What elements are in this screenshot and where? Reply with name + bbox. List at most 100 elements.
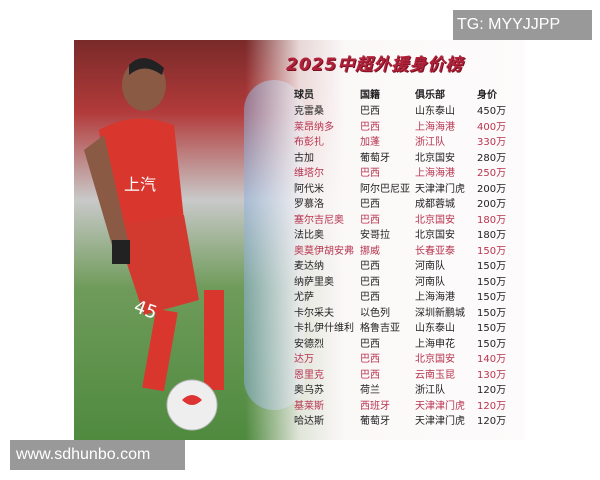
table-row: 恩里克 巴西 云南玉昆 130万 — [74, 366, 525, 381]
cell-player: 卡尔采夫 — [294, 307, 334, 319]
cell-value: 400万 — [477, 121, 507, 133]
cell-club: 深圳新鹏城 — [415, 307, 465, 319]
cell-value: 280万 — [477, 152, 507, 164]
table-row: 罗慕洛 巴西 成都蓉城 200万 — [74, 195, 525, 210]
table-row: 达万 巴西 北京国安 140万 — [74, 350, 525, 365]
cell-club: 成都蓉城 — [415, 199, 455, 210]
cell-nation: 巴西 — [360, 121, 380, 133]
table-row: 卡扎伊什维利 格鲁吉亚 山东泰山 150万 — [74, 319, 525, 334]
table-row: 塞尔吉尼奥 巴西 北京国安 180万 — [74, 211, 525, 226]
cell-player: 尤萨 — [294, 292, 314, 303]
cell-player: 维塔尔 — [294, 168, 324, 179]
cell-club: 上海申花 — [415, 338, 455, 350]
cell-value: 120万 — [477, 400, 507, 412]
cell-nation: 巴西 — [360, 168, 380, 179]
cell-player: 纳萨里奥 — [294, 276, 334, 288]
cell-nation: 西班牙 — [360, 400, 390, 412]
cell-nation: 葡萄牙 — [360, 416, 390, 427]
header-player: 球员 — [294, 90, 314, 101]
table-row: 奥莫伊胡安弗 挪威 长春亚泰 150万 — [74, 242, 525, 257]
cell-value: 180万 — [477, 214, 507, 226]
cell-club: 北京国安 — [415, 152, 455, 164]
cell-player: 麦达纳 — [294, 261, 324, 272]
cell-value: 250万 — [477, 168, 507, 179]
cell-player: 奥乌苏 — [294, 385, 324, 396]
cell-club: 云南玉昆 — [415, 369, 455, 381]
cell-value: 120万 — [477, 416, 507, 427]
cell-nation: 巴西 — [360, 338, 380, 350]
cell-value: 450万 — [477, 106, 507, 117]
cell-nation: 安哥拉 — [360, 230, 390, 241]
cell-nation: 巴西 — [360, 354, 380, 365]
fade-overlay — [74, 40, 525, 440]
cell-player: 达万 — [294, 354, 314, 365]
cell-value: 150万 — [477, 323, 507, 334]
cell-club: 北京国安 — [415, 354, 455, 365]
cell-value: 150万 — [477, 292, 507, 303]
cell-club: 上海海港 — [415, 121, 455, 133]
table-row: 克雷桑 巴西 山东泰山 450万 — [74, 102, 525, 117]
table-header: 球员 国籍 俱乐部 身价 — [74, 86, 525, 101]
cell-club: 天津津门虎 — [415, 400, 465, 412]
cell-nation: 阿尔巴尼亚 — [360, 183, 410, 195]
cell-club: 北京国安 — [415, 230, 455, 241]
table-row: 布彭扎 加蓬 浙江队 330万 — [74, 133, 525, 148]
cell-nation: 巴西 — [360, 369, 380, 381]
cell-player: 克雷桑 — [294, 106, 324, 117]
cell-value: 150万 — [477, 338, 507, 350]
cell-club: 北京国安 — [415, 214, 455, 226]
cell-value: 130万 — [477, 369, 507, 381]
cell-club: 上海海港 — [415, 168, 455, 179]
cell-club: 河南队 — [415, 276, 445, 288]
table-row: 卡尔采夫 以色列 深圳新鹏城 150万 — [74, 304, 525, 319]
cell-value: 200万 — [477, 183, 507, 195]
table-row: 阿代米 阿尔巴尼亚 天津津门虎 200万 — [74, 180, 525, 195]
poster-title: 2025中超外援身价榜 — [286, 55, 464, 75]
cell-club: 河南队 — [415, 261, 445, 272]
cell-nation: 巴西 — [360, 261, 380, 272]
cell-player: 基莱斯 — [294, 400, 324, 412]
cell-nation: 巴西 — [360, 276, 380, 288]
cell-value: 150万 — [477, 245, 507, 257]
header-nation: 国籍 — [360, 90, 380, 101]
cell-value: 150万 — [477, 276, 507, 288]
table-row: 纳萨里奥 巴西 河南队 150万 — [74, 273, 525, 288]
cell-nation: 加蓬 — [360, 137, 380, 148]
cell-nation: 挪威 — [360, 245, 380, 257]
header-value: 身价 — [477, 90, 497, 101]
cell-club: 山东泰山 — [415, 323, 455, 334]
cell-player: 罗慕洛 — [294, 199, 324, 210]
cell-value: 180万 — [477, 230, 507, 241]
cell-player: 塞尔吉尼奥 — [294, 214, 344, 226]
table-row: 莱昂纳多 巴西 上海海港 400万 — [74, 118, 525, 133]
cell-value: 200万 — [477, 199, 507, 210]
cell-club: 上海海港 — [415, 292, 455, 303]
table-row: 哈达斯 葡萄牙 天津津门虎 120万 — [74, 412, 525, 427]
cell-nation: 巴西 — [360, 106, 380, 117]
cell-nation: 巴西 — [360, 199, 380, 210]
cell-player: 布彭扎 — [294, 137, 324, 148]
cell-club: 天津津门虎 — [415, 416, 465, 427]
cell-player: 卡扎伊什维利 — [294, 323, 354, 334]
table-row: 法比奥 安哥拉 北京国安 180万 — [74, 226, 525, 241]
table-row: 安德烈 巴西 上海申花 150万 — [74, 335, 525, 350]
cell-player: 莱昂纳多 — [294, 121, 334, 133]
cell-nation: 巴西 — [360, 292, 380, 303]
header-club: 俱乐部 — [415, 90, 445, 101]
cell-nation: 以色列 — [360, 307, 390, 319]
table-row: 古加 葡萄牙 北京国安 280万 — [74, 149, 525, 164]
cell-nation: 荷兰 — [360, 385, 380, 396]
cell-player: 古加 — [294, 152, 314, 164]
cell-nation: 巴西 — [360, 214, 380, 226]
cell-value: 150万 — [477, 261, 507, 272]
cell-player: 法比奥 — [294, 230, 324, 241]
cell-club: 浙江队 — [415, 385, 445, 396]
cell-club: 浙江队 — [415, 137, 445, 148]
table-row: 奥乌苏 荷兰 浙江队 120万 — [74, 381, 525, 396]
cell-club: 山东泰山 — [415, 106, 455, 117]
cell-value: 140万 — [477, 354, 507, 365]
cell-player: 安德烈 — [294, 338, 324, 350]
poster-image: 上汽 45 2025中超外援身价榜 球员 国籍 俱乐部 身价 克雷桑巴西山东泰山… — [74, 40, 525, 440]
cell-player: 恩里克 — [294, 369, 324, 381]
cell-player: 哈达斯 — [294, 416, 324, 427]
